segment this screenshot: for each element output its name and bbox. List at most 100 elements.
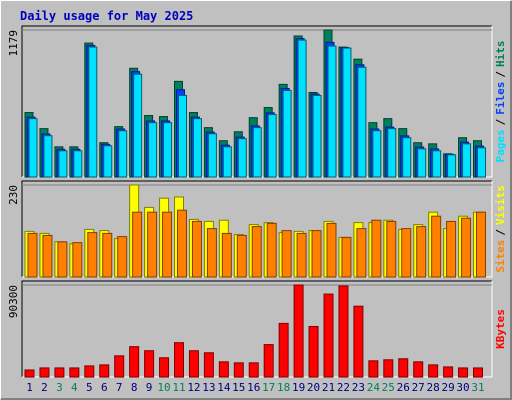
x-tick-label: 25 — [382, 381, 395, 394]
x-tick-label: 21 — [322, 381, 335, 394]
x-tick-label: 29 — [441, 381, 454, 394]
bar — [402, 137, 412, 178]
bar — [297, 39, 307, 178]
bar — [476, 211, 486, 278]
x-tick-label: 20 — [307, 381, 320, 394]
bar — [54, 367, 65, 378]
x-tick-label: 13 — [202, 381, 215, 394]
x-tick-label: 16 — [247, 381, 260, 394]
x-tick-label: 18 — [277, 381, 290, 394]
x-tick-label: 30 — [456, 381, 469, 394]
bar — [159, 357, 170, 378]
x-tick-label: 12 — [187, 381, 200, 394]
bar — [237, 138, 247, 178]
x-tick-label: 8 — [131, 381, 138, 394]
bar — [462, 143, 472, 178]
bar — [251, 226, 262, 278]
bar — [282, 89, 292, 178]
bar — [371, 219, 382, 278]
bar — [174, 342, 184, 378]
bar — [341, 236, 352, 278]
plot-border-dark — [21, 25, 492, 177]
bar — [372, 130, 382, 178]
x-tick-label: 15 — [232, 381, 245, 394]
bar — [383, 359, 394, 378]
chart-title: Daily usage for May 2025 — [20, 9, 193, 23]
bar — [236, 234, 247, 278]
bar — [431, 215, 442, 278]
x-tick-label: 7 — [116, 381, 123, 394]
legend-separator: / — [494, 229, 507, 236]
x-tick-label: 24 — [367, 381, 381, 394]
bar — [147, 211, 158, 278]
bar — [58, 150, 68, 178]
bar — [386, 220, 397, 278]
x-tick-label: 3 — [56, 381, 63, 394]
x-tick-label: 6 — [101, 381, 108, 394]
bar — [398, 358, 409, 378]
x-tick-label: 26 — [397, 381, 410, 394]
bar — [356, 228, 367, 278]
bar — [473, 367, 483, 378]
bar — [72, 242, 83, 278]
bar — [432, 150, 442, 178]
legend: Sites / Visits — [494, 185, 507, 273]
bar — [42, 234, 53, 278]
bar — [428, 364, 439, 378]
legend-separator: / — [494, 118, 507, 125]
bar — [416, 226, 427, 278]
legend-entry: Sites — [494, 240, 507, 273]
bar — [117, 236, 128, 278]
bar — [252, 127, 262, 178]
y-tick-label: 90300 — [7, 285, 20, 318]
legend-entry: Hits — [494, 41, 507, 68]
x-tick-label: 17 — [262, 381, 275, 394]
bar — [338, 285, 349, 378]
y-tick-label: 1179 — [7, 30, 20, 57]
bar — [342, 47, 352, 178]
bar — [188, 350, 199, 378]
bar — [311, 230, 322, 278]
bar — [458, 367, 469, 378]
bar — [443, 366, 454, 378]
bar — [148, 122, 158, 178]
bar — [417, 148, 427, 178]
bar — [368, 360, 379, 378]
bar — [24, 369, 35, 378]
bar — [206, 228, 217, 278]
legend-entry: Pages — [494, 129, 507, 162]
bar — [84, 365, 95, 378]
bar — [447, 154, 457, 178]
bar — [323, 293, 334, 378]
bar — [221, 232, 232, 278]
bar — [27, 232, 38, 278]
bar — [87, 232, 98, 278]
bar — [353, 305, 364, 378]
bar — [73, 150, 83, 178]
bar — [102, 232, 113, 278]
bar — [132, 211, 143, 278]
bar — [248, 362, 259, 378]
bar — [267, 114, 277, 178]
bar — [43, 135, 53, 178]
bar — [218, 361, 229, 378]
bar — [266, 222, 277, 278]
bar — [461, 217, 472, 278]
bar — [39, 367, 50, 378]
x-tick-label: 27 — [412, 381, 425, 394]
bar — [192, 118, 202, 178]
x-tick-label: 11 — [172, 381, 185, 394]
legend: KBytes — [494, 309, 507, 349]
bar — [278, 322, 289, 378]
bar — [207, 133, 217, 178]
bar — [308, 325, 319, 378]
bar — [357, 66, 367, 178]
bar — [326, 222, 337, 278]
x-tick-label: 10 — [157, 381, 170, 394]
x-tick-label: 9 — [146, 381, 153, 394]
bar — [162, 211, 173, 278]
x-tick-label: 5 — [86, 381, 93, 394]
bar — [144, 350, 155, 378]
bar — [312, 94, 322, 178]
